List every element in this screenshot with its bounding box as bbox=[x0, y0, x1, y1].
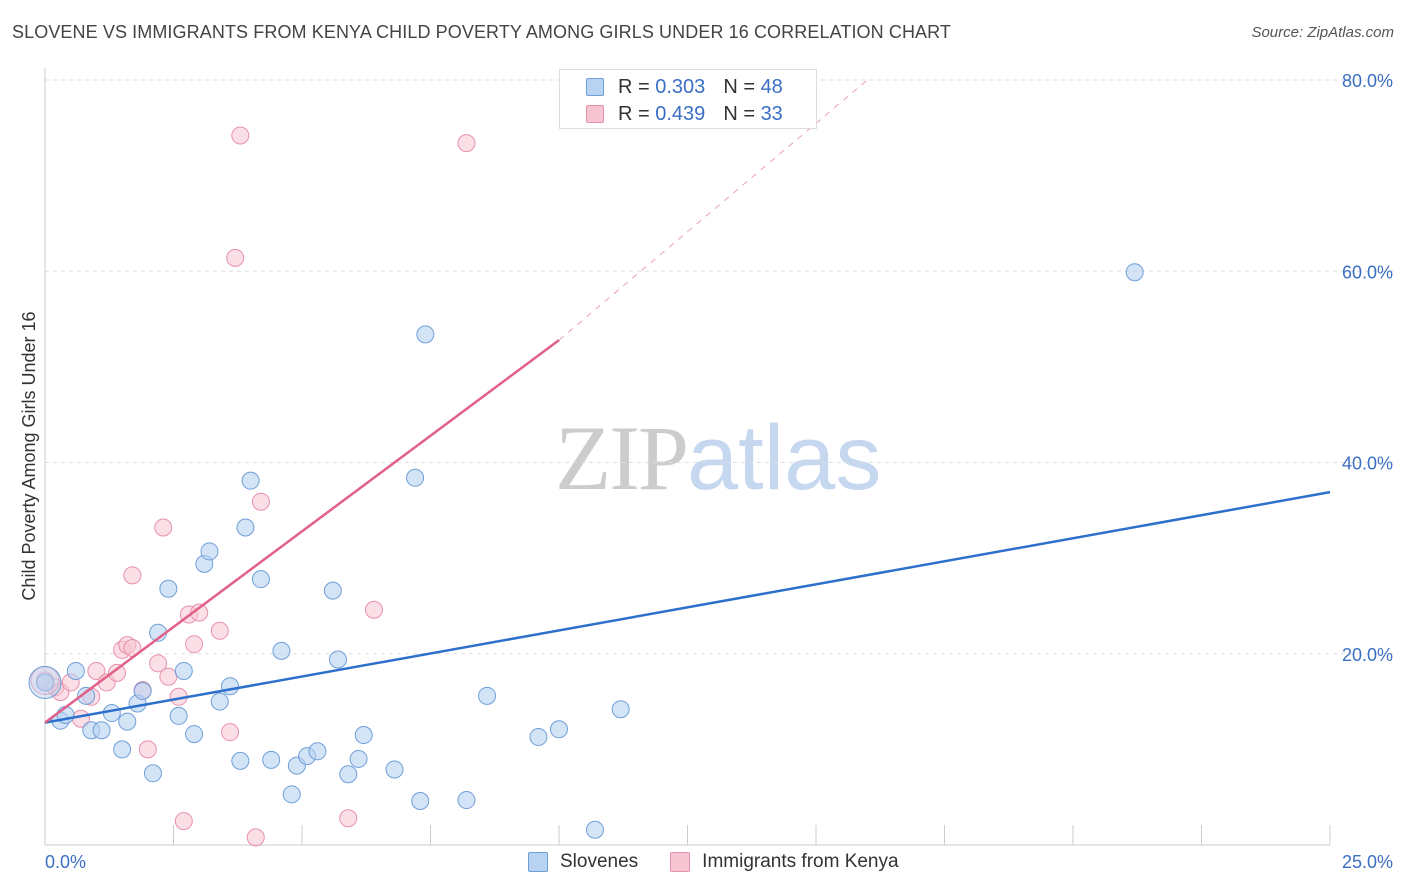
legend-label-kenya: Immigrants from Kenya bbox=[702, 851, 899, 872]
kenya-point bbox=[364, 600, 383, 619]
slovenes-point bbox=[102, 704, 121, 723]
legend-swatch-blue bbox=[586, 78, 604, 96]
correlation-legend: R = 0.303 N = 48 R = 0.439 N = 33 bbox=[559, 69, 817, 129]
legend-n-value: 33 bbox=[760, 102, 783, 125]
legend-row-slovenes: R = 0.303 N = 48 bbox=[586, 74, 783, 100]
kenya-point bbox=[87, 661, 106, 680]
kenya-point bbox=[251, 492, 270, 511]
kenya-point bbox=[123, 566, 142, 585]
grid-lines bbox=[45, 79, 1395, 655]
slovenes-trend-line bbox=[44, 490, 1331, 724]
legend-r-label: R = bbox=[618, 75, 650, 98]
slovenes-point bbox=[77, 686, 96, 705]
slovenes-point bbox=[236, 518, 255, 537]
legend-swatch-blue bbox=[528, 852, 548, 872]
slovenes-point-cluster bbox=[28, 665, 62, 699]
slovenes-point bbox=[385, 760, 404, 779]
series-legend: Slovenes Immigrants from Kenya bbox=[528, 851, 931, 873]
slovenes-point bbox=[113, 740, 132, 759]
legend-r-value: 0.303 bbox=[655, 75, 706, 98]
slovenes-point bbox=[159, 579, 178, 598]
slovenes-point bbox=[133, 682, 152, 701]
slovenes-point bbox=[200, 542, 219, 561]
slovenes-point bbox=[210, 692, 229, 711]
legend-r-value: 0.439 bbox=[655, 102, 706, 125]
slovenes-point bbox=[282, 785, 301, 804]
slovenes-point bbox=[262, 750, 281, 769]
slovenes-point bbox=[457, 791, 476, 810]
x-tick-label: 0.0% bbox=[45, 852, 86, 872]
slovenes-point bbox=[339, 765, 358, 784]
chart-title: SLOVENE VS IMMIGRANTS FROM KENYA CHILD P… bbox=[12, 22, 952, 42]
slovenes-point bbox=[118, 712, 137, 731]
kenya-point bbox=[457, 134, 476, 153]
legend-row-kenya: R = 0.439 N = 33 bbox=[586, 101, 783, 127]
kenya-point bbox=[210, 621, 229, 640]
y-axis-label: Child Poverty Among Girls Under 16 bbox=[19, 311, 39, 600]
slovenes-point bbox=[611, 700, 630, 719]
kenya-point bbox=[185, 635, 204, 654]
slovenes-point bbox=[92, 721, 111, 740]
axis-labels: 20.0% 40.0% 60.0% 80.0% 0.0% 25.0% Child Pover… bbox=[19, 71, 1393, 872]
y-tick-label: 80.0% bbox=[1342, 71, 1393, 91]
kenya-point bbox=[246, 828, 265, 847]
legend-n-label: N = bbox=[723, 75, 755, 98]
slovenes-point bbox=[354, 726, 373, 745]
slovenes-point bbox=[221, 677, 240, 696]
source-label: Source: ZipAtlas.com bbox=[1251, 24, 1394, 41]
slovenes-point bbox=[185, 725, 204, 744]
slovenes-point bbox=[323, 581, 342, 600]
kenya-point bbox=[154, 518, 173, 537]
slovenes-point bbox=[169, 706, 188, 725]
legend-r-label: R = bbox=[618, 102, 650, 125]
kenya-point bbox=[149, 654, 168, 673]
legend-n-label: N = bbox=[723, 102, 755, 125]
slovenes-point bbox=[529, 727, 548, 746]
legend-item-kenya: Immigrants from Kenya bbox=[670, 851, 899, 873]
slovenes-point bbox=[308, 742, 327, 761]
slovenes-point bbox=[406, 468, 425, 487]
legend-swatch-pink bbox=[586, 105, 604, 123]
slovenes-point bbox=[66, 661, 85, 680]
slovenes-point bbox=[328, 650, 347, 669]
slovenes-point bbox=[585, 820, 604, 839]
kenya-point bbox=[226, 248, 245, 267]
slovenes-point bbox=[416, 325, 435, 344]
kenya-point bbox=[138, 740, 157, 759]
legend-swatch-pink bbox=[670, 852, 691, 872]
kenya-point bbox=[159, 667, 178, 686]
kenya-point bbox=[174, 812, 193, 831]
kenya-point bbox=[107, 663, 126, 682]
legend-label-slovenes: Slovenes bbox=[560, 851, 639, 872]
slovenes-point bbox=[272, 641, 291, 660]
slovenes-points bbox=[28, 263, 1144, 839]
slovenes-point bbox=[231, 751, 250, 770]
slovenes-point bbox=[241, 471, 260, 490]
slovenes-point bbox=[1125, 263, 1144, 282]
slovenes-point bbox=[251, 570, 270, 589]
y-tick-label: 20.0% bbox=[1342, 645, 1393, 665]
y-tick-label: 40.0% bbox=[1342, 454, 1393, 474]
kenya-point bbox=[221, 723, 240, 742]
slovenes-point bbox=[36, 673, 54, 692]
kenya-trend-line bbox=[44, 339, 560, 724]
slovenes-point bbox=[143, 764, 162, 783]
x-tick-label: 25.0% bbox=[1342, 852, 1393, 872]
trend-lines bbox=[44, 79, 1331, 724]
slovenes-point bbox=[349, 749, 368, 768]
slovenes-point bbox=[478, 686, 497, 705]
slovenes-point bbox=[550, 720, 568, 739]
y-tick-label: 60.0% bbox=[1342, 262, 1393, 282]
legend-item-slovenes: Slovenes bbox=[528, 851, 638, 873]
legend-n-value: 48 bbox=[760, 75, 783, 98]
slovenes-point bbox=[411, 792, 430, 811]
slovenes-point bbox=[174, 661, 193, 680]
kenya-point bbox=[231, 126, 250, 145]
kenya-point bbox=[339, 809, 358, 828]
